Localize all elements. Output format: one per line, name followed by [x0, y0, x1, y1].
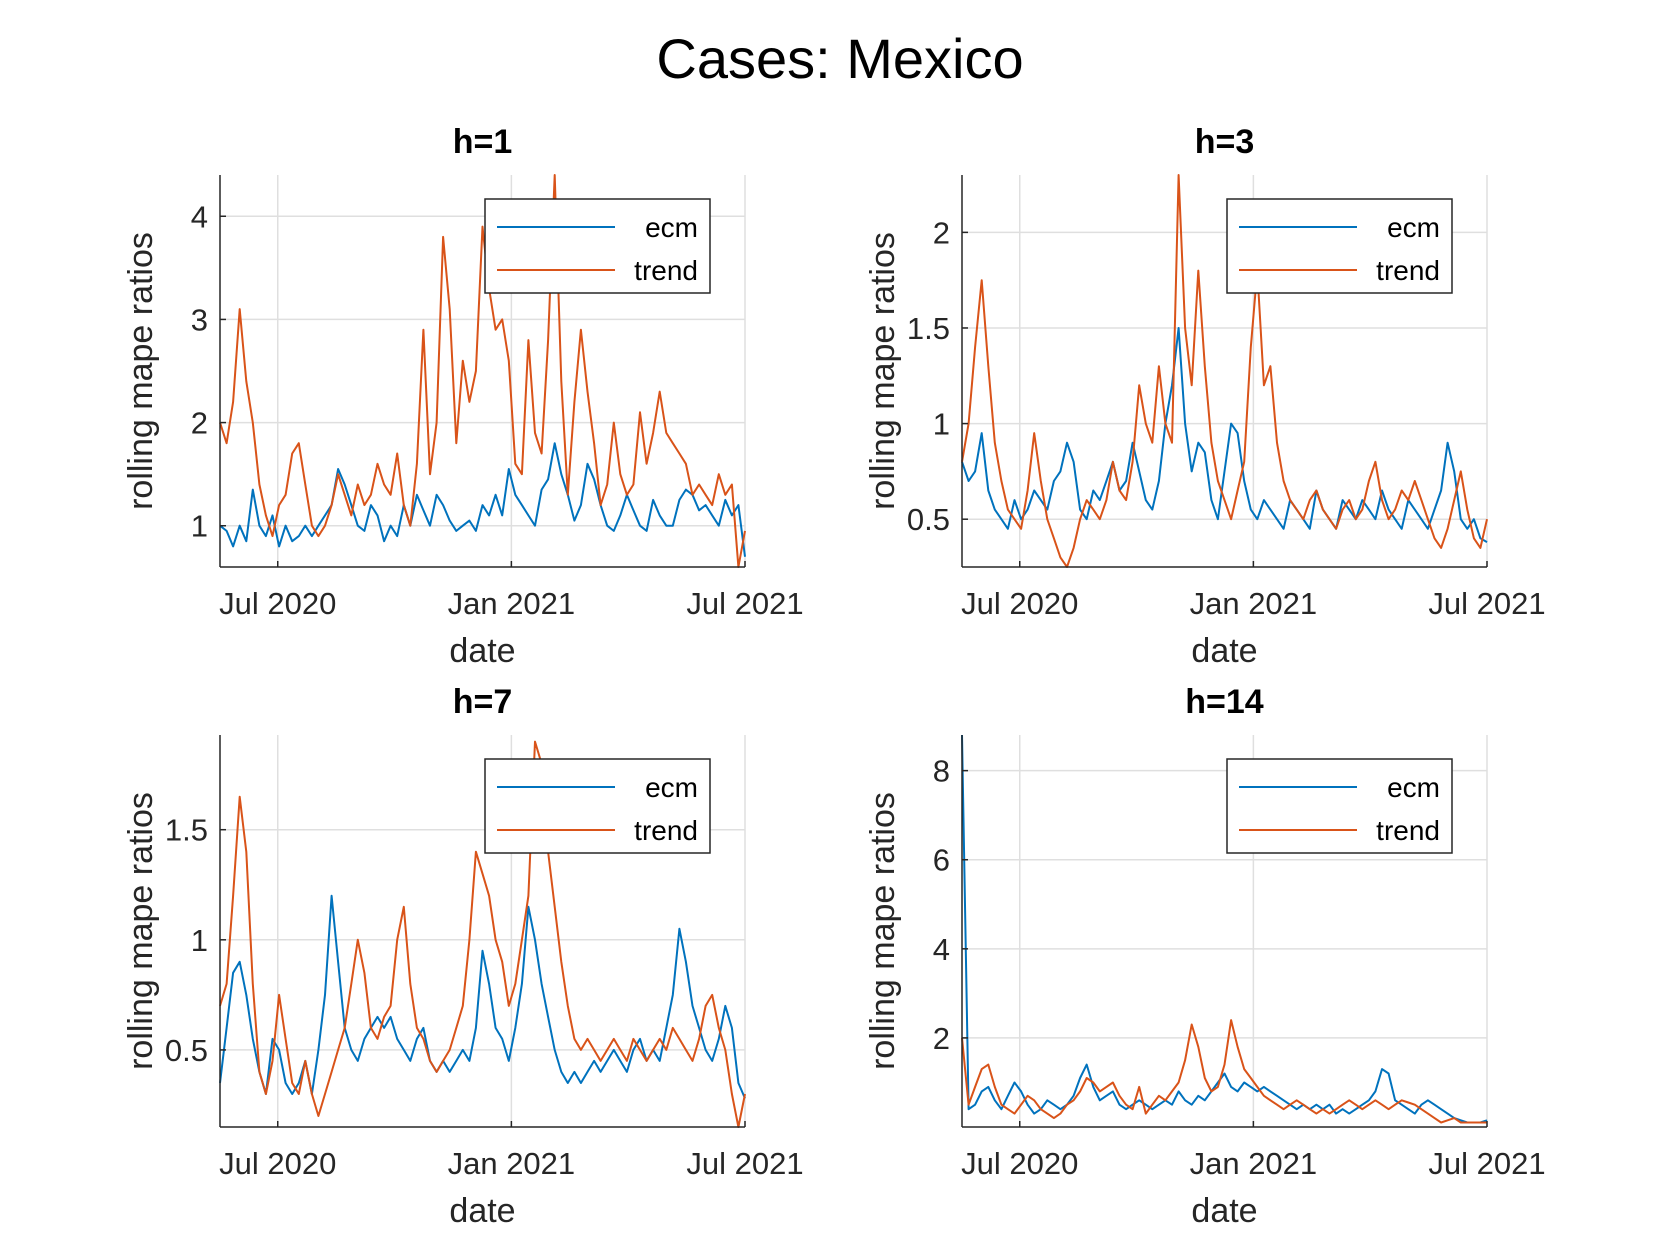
y-tick-label: 1.5: [165, 813, 208, 848]
y-tick-label: 4: [933, 932, 950, 967]
subplot-3: 0.5 1 1.5 Jul 2020 Jan 2021 Jul 2021 h=7 date ro…: [122, 683, 804, 1230]
x-tick-label: Jul 2020: [219, 586, 336, 621]
x-tick-label: Jul 2020: [961, 1146, 1078, 1181]
series-line-trend: [219, 740, 746, 1128]
legend-box: [484, 198, 711, 294]
x-tick-label: Jan 2021: [448, 1146, 576, 1181]
y-tick-label: 1: [191, 923, 208, 958]
series-line-ecm: [219, 894, 746, 1099]
legend-label-trend: trend: [634, 815, 698, 846]
series-line-trend: [961, 1019, 1487, 1124]
x-axis-label: date: [1191, 1192, 1257, 1230]
y-tick-label: 8: [933, 754, 950, 789]
y-tick-label: 1.5: [907, 311, 950, 346]
series-line-ecm: [961, 327, 1488, 543]
legend-box: [1226, 198, 1453, 294]
y-axis-label: rolling mape ratios: [122, 232, 160, 510]
subplot-2: 0.5 1 1.5 2 Jul 2020 Jan 2021 Jul 2021 h=3 date r…: [864, 123, 1546, 670]
subplot-4: 2 4 6 8 Jul 2020 Jan 2021 Jul 2021 h=14 date roll…: [864, 683, 1546, 1230]
series-line-ecm: [961, 734, 1488, 1124]
y-tick-label: 1: [933, 407, 950, 442]
subplot-title: h=3: [1195, 123, 1255, 161]
y-tick-label: 0.5: [165, 1033, 208, 1068]
legend-label-ecm: ecm: [645, 212, 698, 243]
y-tick-label: 4: [191, 199, 208, 234]
y-tick-label: 2: [933, 215, 950, 250]
y-tick-label: 6: [933, 843, 950, 878]
x-tick-label: Jul 2021: [1428, 586, 1545, 621]
x-tick-label: Jul 2020: [961, 586, 1078, 621]
y-axis-label: rolling mape ratios: [864, 792, 902, 1070]
y-tick-label: 1: [191, 509, 208, 544]
x-axis-label: date: [449, 1192, 515, 1230]
x-axis-label: date: [1191, 632, 1257, 670]
x-tick-label: Jan 2021: [1190, 586, 1318, 621]
figure-title: Cases: Mexico: [656, 27, 1023, 90]
y-axis-label: rolling mape ratios: [122, 792, 160, 1070]
legend: ecm trend: [1226, 198, 1453, 294]
y-tick-label: 2: [933, 1021, 950, 1056]
legend-label-ecm: ecm: [1387, 212, 1440, 243]
series-line-ecm: [219, 442, 746, 557]
y-tick-label: 0.5: [907, 502, 950, 537]
y-tick-label: 2: [191, 406, 208, 441]
x-tick-label: Jul 2021: [686, 586, 803, 621]
legend-label-trend: trend: [1376, 815, 1440, 846]
legend: ecm trend: [484, 198, 711, 294]
legend-label-ecm: ecm: [1387, 772, 1440, 803]
subplot-title: h=1: [453, 123, 513, 161]
legend-box: [1226, 758, 1453, 854]
x-axis-label: date: [449, 632, 515, 670]
x-tick-label: Jul 2021: [1428, 1146, 1545, 1181]
series-line-trend: [961, 174, 1488, 568]
legend-label-trend: trend: [1376, 255, 1440, 286]
legend: ecm trend: [484, 758, 711, 854]
subplots: 1 2 3 4 Jul 2020 Jan 2021 Jul 2021 h=1 date rolli…: [122, 123, 1546, 1230]
legend-label-ecm: ecm: [645, 772, 698, 803]
legend-label-trend: trend: [634, 255, 698, 286]
x-tick-label: Jan 2021: [448, 586, 576, 621]
x-tick-label: Jan 2021: [1190, 1146, 1318, 1181]
legend-box: [484, 758, 711, 854]
series-line-trend: [219, 174, 746, 568]
y-tick-label: 3: [191, 302, 208, 337]
subplot-1: 1 2 3 4 Jul 2020 Jan 2021 Jul 2021 h=1 date rolli…: [122, 123, 804, 670]
subplot-title: h=7: [453, 683, 513, 721]
y-axis-label: rolling mape ratios: [864, 232, 902, 510]
x-tick-label: Jul 2020: [219, 1146, 336, 1181]
legend: ecm trend: [1226, 758, 1453, 854]
subplot-title: h=14: [1185, 683, 1264, 721]
x-tick-label: Jul 2021: [686, 1146, 803, 1181]
